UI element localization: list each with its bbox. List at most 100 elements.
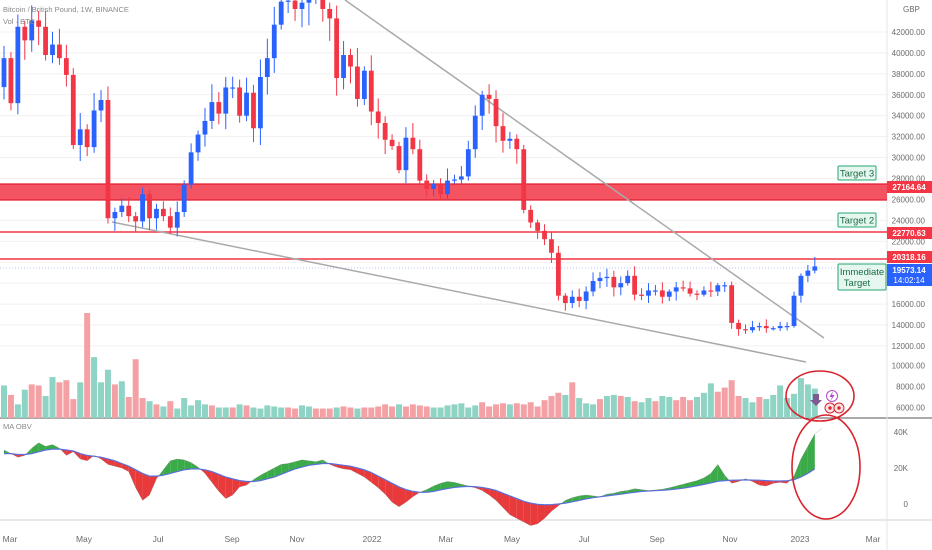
- candle: [743, 324, 748, 334]
- candle: [57, 28, 62, 65]
- volume-bar: [548, 395, 555, 418]
- volume-bar: [340, 406, 347, 418]
- candle: [666, 289, 672, 302]
- price-tick-label: 34000.00: [892, 112, 926, 121]
- volume-bar: [499, 403, 506, 418]
- obv-fill: [433, 483, 441, 492]
- candle: [535, 219, 541, 240]
- obv-fill: [128, 466, 136, 488]
- candle: [542, 224, 547, 246]
- volume-bar: [610, 394, 617, 418]
- volume-bar: [229, 407, 236, 418]
- volume-bar: [486, 406, 493, 418]
- volume-bar: [77, 382, 84, 418]
- candle: [583, 286, 589, 310]
- volume-bar: [645, 398, 652, 418]
- candle: [653, 285, 658, 296]
- volume-bar: [666, 397, 673, 418]
- candle: [410, 123, 416, 155]
- candle: [375, 98, 381, 139]
- candle: [29, 5, 35, 52]
- time-tick-label: May: [76, 534, 93, 544]
- candle: [147, 190, 152, 231]
- volume-bar: [285, 407, 292, 418]
- volume-bar: [797, 378, 804, 418]
- candle: [389, 134, 395, 150]
- obv-fill: [149, 476, 157, 495]
- price-tick-label: 16000.00: [892, 300, 926, 309]
- candle: [479, 90, 485, 131]
- candle: [646, 283, 651, 303]
- obv-fill: [703, 473, 711, 485]
- volume-bar: [181, 398, 188, 418]
- volume-bar: [569, 382, 576, 418]
- candle: [500, 112, 506, 153]
- obv-fill: [232, 478, 240, 495]
- price-tick-label: 14000.00: [892, 321, 926, 330]
- note-target-3[interactable]: Target 3: [837, 165, 877, 181]
- candle: [458, 166, 464, 184]
- candle: [63, 44, 69, 87]
- volume-bars: [1, 313, 818, 418]
- time-axis[interactable]: Mar May Jul Sep Nov 2022 Mar May Jul Sep Nov 2023 Ma…: [3, 534, 881, 544]
- candle: [763, 319, 769, 333]
- obv-fill: [177, 459, 185, 472]
- volume-tick-label: 8000.00: [896, 383, 925, 392]
- candle: [36, 10, 42, 46]
- volume-bar: [250, 407, 257, 418]
- volume-tick-label: 6000.00: [896, 404, 925, 413]
- volume-axis: 10000.00 8000.00 6000.00: [892, 362, 926, 413]
- obv-fill: [516, 498, 524, 522]
- volume-bar: [153, 404, 160, 418]
- price-tick-label: 36000.00: [892, 91, 926, 100]
- volume-bar: [423, 406, 430, 418]
- obv-tick-label: 0: [904, 500, 909, 509]
- candle: [278, 0, 284, 30]
- obv-fill: [211, 471, 219, 492]
- volume-bar: [451, 404, 458, 418]
- dividends-icon[interactable]: [824, 402, 845, 414]
- time-tick-label: 2023: [791, 534, 810, 544]
- last-price-text: 19573.14: [892, 266, 926, 275]
- volume-bar: [707, 383, 714, 418]
- volume-bar: [402, 406, 409, 418]
- obv-fill: [378, 476, 386, 495]
- candle: [514, 134, 520, 164]
- obv-title: MA OBV: [3, 422, 32, 431]
- volume-bar: [1, 385, 7, 418]
- resistance-zone[interactable]: [0, 183, 887, 201]
- volume-bar: [596, 399, 603, 418]
- candle: [43, 10, 48, 61]
- obv-fill: [281, 463, 289, 475]
- support-trendline[interactable]: [111, 221, 807, 363]
- candle: [133, 212, 139, 232]
- price-tag-text: 20318.16: [892, 253, 926, 262]
- countdown-text: 14:02:14: [893, 276, 925, 285]
- descending-trendline[interactable]: [344, 0, 825, 339]
- volume-bar: [631, 401, 638, 418]
- candle: [230, 76, 236, 99]
- volume-bar: [167, 401, 174, 418]
- time-tick-label: 2022: [363, 534, 382, 544]
- volume-bar: [104, 369, 111, 418]
- down-arrow-icon: [810, 394, 822, 406]
- candle: [348, 48, 353, 84]
- note-target-2[interactable]: Target 2: [837, 212, 877, 228]
- price-tick-label: 24000.00: [892, 216, 926, 225]
- note-immediate-target[interactable]: Immediate Target: [837, 263, 887, 291]
- volume-bar: [576, 398, 583, 418]
- candle: [445, 168, 450, 199]
- volume-bar: [458, 403, 465, 418]
- candle: [91, 93, 97, 153]
- candle: [597, 272, 603, 289]
- candle: [639, 288, 644, 301]
- volume-bar: [493, 404, 500, 418]
- candle: [174, 201, 180, 237]
- volume-bar: [749, 402, 756, 418]
- obv-fill: [295, 459, 302, 469]
- lightning-icon[interactable]: [826, 390, 838, 402]
- candle: [756, 322, 762, 331]
- candle: [417, 139, 423, 185]
- volume-bar: [784, 398, 791, 418]
